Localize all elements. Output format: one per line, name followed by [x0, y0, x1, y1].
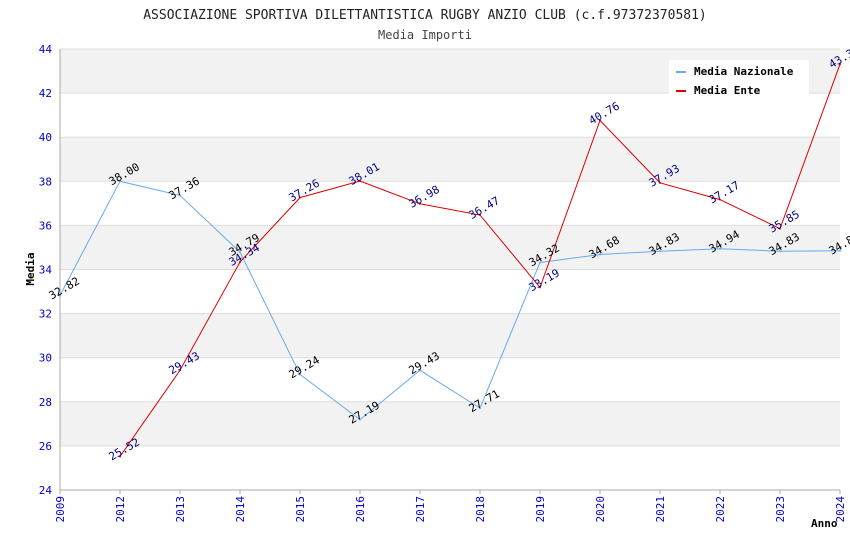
data-point: [719, 247, 721, 250]
y-tick-label: 30: [39, 352, 52, 365]
x-axis-label: Anno: [811, 517, 838, 530]
x-tick-label: 2009: [54, 496, 67, 523]
legend-label-media-nazionale: Media Nazionale: [694, 65, 794, 78]
data-point: [599, 253, 601, 256]
y-tick-label: 38: [39, 175, 52, 188]
data-point: [719, 198, 721, 201]
data-label: 43.31: [827, 43, 850, 71]
data-label: 37.17: [707, 179, 742, 207]
legend: Media Nazionale Media Ente: [669, 60, 809, 97]
y-axis-label: Media: [24, 252, 37, 285]
x-tick-label: 2015: [294, 496, 307, 523]
x-tick-label: 2019: [534, 496, 547, 523]
data-point: [119, 455, 121, 458]
x-tick-label: 2012: [114, 496, 127, 523]
x-tick-label: 2016: [354, 496, 367, 523]
y-tick-label: 26: [39, 440, 52, 453]
x-tick-label: 2022: [714, 496, 727, 523]
y-tick-label: 42: [39, 87, 52, 100]
data-label: 33.19: [527, 266, 562, 294]
chart-subtitle: Media Importi: [378, 28, 472, 42]
data-point: [479, 407, 481, 410]
data-label: 32.82: [47, 275, 82, 303]
x-tick-label: 2023: [774, 496, 787, 523]
x-tick-label: 2020: [594, 496, 607, 523]
legend-label-media-ente: Media Ente: [694, 84, 761, 97]
series-line-media-nazionale: [59, 180, 841, 421]
grid-band: [60, 137, 840, 182]
grid-band: [60, 313, 840, 358]
data-label: 40.76: [587, 100, 622, 128]
y-tick-label: 34: [39, 264, 53, 277]
data-point: [239, 251, 241, 254]
data-point: [839, 249, 841, 252]
data-point: [539, 261, 541, 264]
data-point: [779, 227, 781, 230]
x-tick-label: 2017: [414, 496, 427, 523]
data-label: 36.47: [467, 194, 502, 222]
data-point: [479, 214, 481, 217]
y-tick-label: 36: [39, 219, 52, 232]
y-tick-label: 44: [39, 43, 53, 56]
data-point: [119, 180, 121, 183]
x-tick-label: 2013: [174, 496, 187, 523]
x-tick-label: 2018: [474, 496, 487, 523]
legend-box: [669, 60, 809, 96]
data-point: [299, 373, 301, 376]
x-tick-label: 2021: [654, 496, 667, 523]
data-point: [839, 63, 841, 66]
data-point: [539, 286, 541, 289]
data-point: [179, 369, 181, 372]
data-point: [59, 294, 61, 297]
y-tick-label: 40: [39, 131, 52, 144]
grid-band: [60, 401, 840, 446]
data-point: [239, 261, 241, 264]
data-point: [599, 119, 601, 122]
data-point: [179, 194, 181, 197]
data-point: [359, 180, 361, 183]
x-tick-label: 2014: [234, 496, 247, 523]
data-point: [359, 418, 361, 421]
y-tick-label: 32: [39, 308, 52, 321]
data-point: [419, 369, 421, 372]
y-tick-label: 24: [39, 484, 53, 497]
data-point: [659, 181, 661, 184]
data-point: [779, 250, 781, 253]
grid-band: [60, 225, 840, 270]
y-tick-label: 28: [39, 396, 52, 409]
data-point: [299, 196, 301, 199]
x-tick-label: 2024: [834, 496, 847, 523]
chart-title: ASSOCIAZIONE SPORTIVA DILETTANTISTICA RU…: [143, 8, 707, 23]
data-point: [419, 202, 421, 205]
data-point: [659, 250, 661, 253]
